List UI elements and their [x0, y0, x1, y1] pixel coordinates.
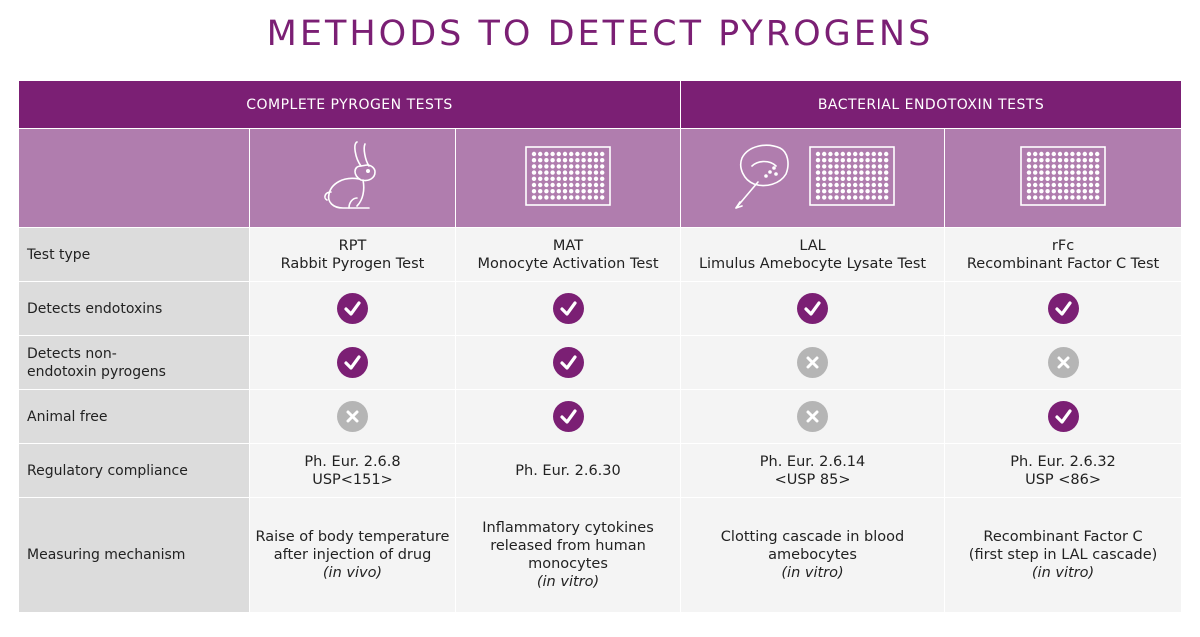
test-type-mat: MAT Monocyte Activation Test	[454, 227, 682, 282]
mechanism-lal: Clotting cascade in blood amebocytes (in…	[680, 497, 946, 613]
cross-icon	[1047, 347, 1079, 378]
horseshoe-crab-icon	[730, 138, 796, 218]
mechanism-mat: Inflammatory cytokines released from hum…	[454, 497, 682, 613]
check-icon	[1047, 293, 1079, 324]
regulatory-lal: Ph. Eur. 2.6.14 <USP 85>	[680, 443, 946, 498]
lal-icon-cell	[680, 128, 946, 228]
check-icon	[797, 293, 829, 324]
row-label-test-type: Test type	[18, 227, 250, 282]
test-type-rpt: RPT Rabbit Pyrogen Test	[249, 227, 456, 282]
check-icon	[337, 347, 368, 378]
check-icon	[552, 401, 584, 432]
rpt-icon-cell	[249, 128, 456, 228]
mat-icon-cell	[454, 128, 682, 228]
regulatory-rpt: Ph. Eur. 2.6.8 USP<151>	[249, 443, 456, 498]
row-label-endotoxins: Detects endotoxins	[18, 281, 250, 336]
check-icon	[552, 293, 584, 324]
mechanism-rfc: Recombinant Factor C (first step in LAL …	[944, 497, 1183, 613]
row-label-non-endotoxin: Detects non-endotoxin pyrogens	[18, 335, 250, 390]
mechanism-rpt: Raise of body temperature after injectio…	[249, 497, 456, 613]
row-label-animal-free: Animal free	[18, 389, 250, 444]
check-icon	[552, 347, 584, 378]
cross-icon	[797, 401, 829, 432]
regulatory-rfc: Ph. Eur. 2.6.32 USP <86>	[944, 443, 1183, 498]
row-label-regulatory: Regulatory compliance	[18, 443, 250, 498]
group-header-complete: COMPLETE PYROGEN TESTS	[17, 80, 682, 129]
rfc-icon-cell	[944, 128, 1183, 228]
rabbit-icon	[313, 136, 393, 220]
comparison-table: COMPLETE PYROGEN TESTS BACTERIAL ENDOTOX…	[17, 80, 1183, 613]
well-plate-icon	[525, 146, 611, 210]
icon-row-spacer	[18, 128, 250, 228]
check-icon	[1047, 401, 1079, 432]
page-title: METHODS TO DETECT PYROGENS	[266, 14, 934, 54]
check-icon	[337, 293, 368, 324]
cross-icon	[797, 347, 829, 378]
test-type-rfc: rFc Recombinant Factor C Test	[944, 227, 1183, 282]
group-header-bacterial: BACTERIAL ENDOTOXIN TESTS	[680, 80, 1183, 129]
row-label-mechanism: Measuring mechanism	[18, 497, 250, 613]
well-plate-icon	[809, 146, 895, 210]
test-type-lal: LAL Limulus Amebocyte Lysate Test	[680, 227, 946, 282]
regulatory-mat: Ph. Eur. 2.6.30	[454, 443, 682, 498]
cross-icon	[337, 401, 368, 432]
well-plate-icon	[1020, 146, 1106, 210]
